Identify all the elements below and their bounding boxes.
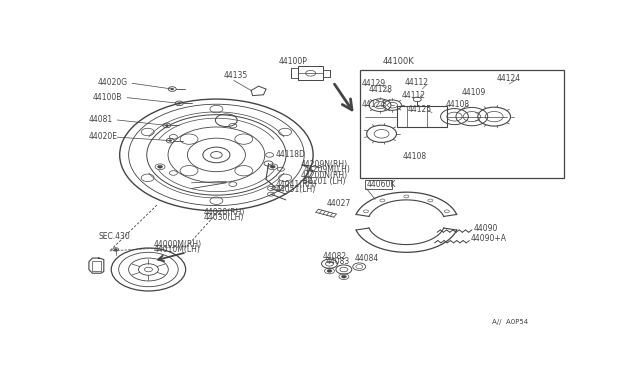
Circle shape	[114, 248, 117, 250]
Circle shape	[157, 165, 163, 168]
Text: 44090: 44090	[474, 224, 498, 233]
Text: SEC.430: SEC.430	[99, 232, 131, 241]
Text: 44020(RH): 44020(RH)	[204, 208, 245, 217]
Text: 44128: 44128	[369, 85, 393, 94]
Text: 44100P: 44100P	[278, 57, 307, 66]
Text: 44112: 44112	[401, 90, 426, 100]
Text: 44118D: 44118D	[276, 150, 306, 159]
Text: 44108: 44108	[403, 152, 426, 161]
Text: A//  A0P54: A// A0P54	[492, 319, 528, 325]
Circle shape	[165, 125, 168, 126]
Text: 44020G: 44020G	[97, 78, 127, 87]
Text: 44109: 44109	[462, 88, 486, 97]
Text: 44100K: 44100K	[383, 57, 414, 66]
Text: 44060K: 44060K	[366, 180, 396, 189]
Bar	[92, 261, 101, 271]
Text: 44129: 44129	[362, 79, 386, 88]
Text: 44020E: 44020E	[89, 132, 118, 141]
Text: 44051(LH): 44051(LH)	[276, 185, 316, 194]
Text: 44201 (LH): 44201 (LH)	[303, 177, 346, 186]
Text: 44010M(LH): 44010M(LH)	[154, 245, 200, 254]
Bar	[298, 66, 323, 80]
Text: 44081: 44081	[89, 115, 113, 125]
Circle shape	[171, 88, 173, 90]
Bar	[365, 180, 392, 189]
Text: 44209M(LH): 44209M(LH)	[303, 165, 350, 174]
Text: 44084: 44084	[355, 254, 379, 263]
Text: 44124: 44124	[497, 74, 521, 83]
Circle shape	[169, 140, 172, 141]
Text: 44027: 44027	[326, 199, 351, 208]
Text: 44200N(RH): 44200N(RH)	[301, 171, 348, 180]
Text: 44000M(RH): 44000M(RH)	[154, 240, 202, 249]
Text: 44124: 44124	[362, 100, 386, 109]
Text: 44125: 44125	[408, 105, 431, 114]
Circle shape	[270, 165, 275, 168]
Text: 44209N(RH): 44209N(RH)	[301, 160, 348, 169]
Text: 44083: 44083	[326, 257, 350, 266]
Text: 44090+A: 44090+A	[470, 234, 506, 243]
Text: 44108: 44108	[446, 100, 470, 109]
Text: 44041(RH): 44041(RH)	[276, 180, 317, 189]
Text: 44100B: 44100B	[92, 93, 122, 102]
Circle shape	[178, 103, 180, 104]
Text: 44135: 44135	[224, 71, 248, 80]
Circle shape	[341, 275, 346, 278]
Circle shape	[327, 269, 332, 272]
Text: 44030(LH): 44030(LH)	[204, 213, 244, 222]
Text: 44112: 44112	[405, 78, 429, 87]
Text: 44082: 44082	[323, 252, 347, 261]
Bar	[360, 70, 564, 178]
Bar	[397, 106, 447, 128]
